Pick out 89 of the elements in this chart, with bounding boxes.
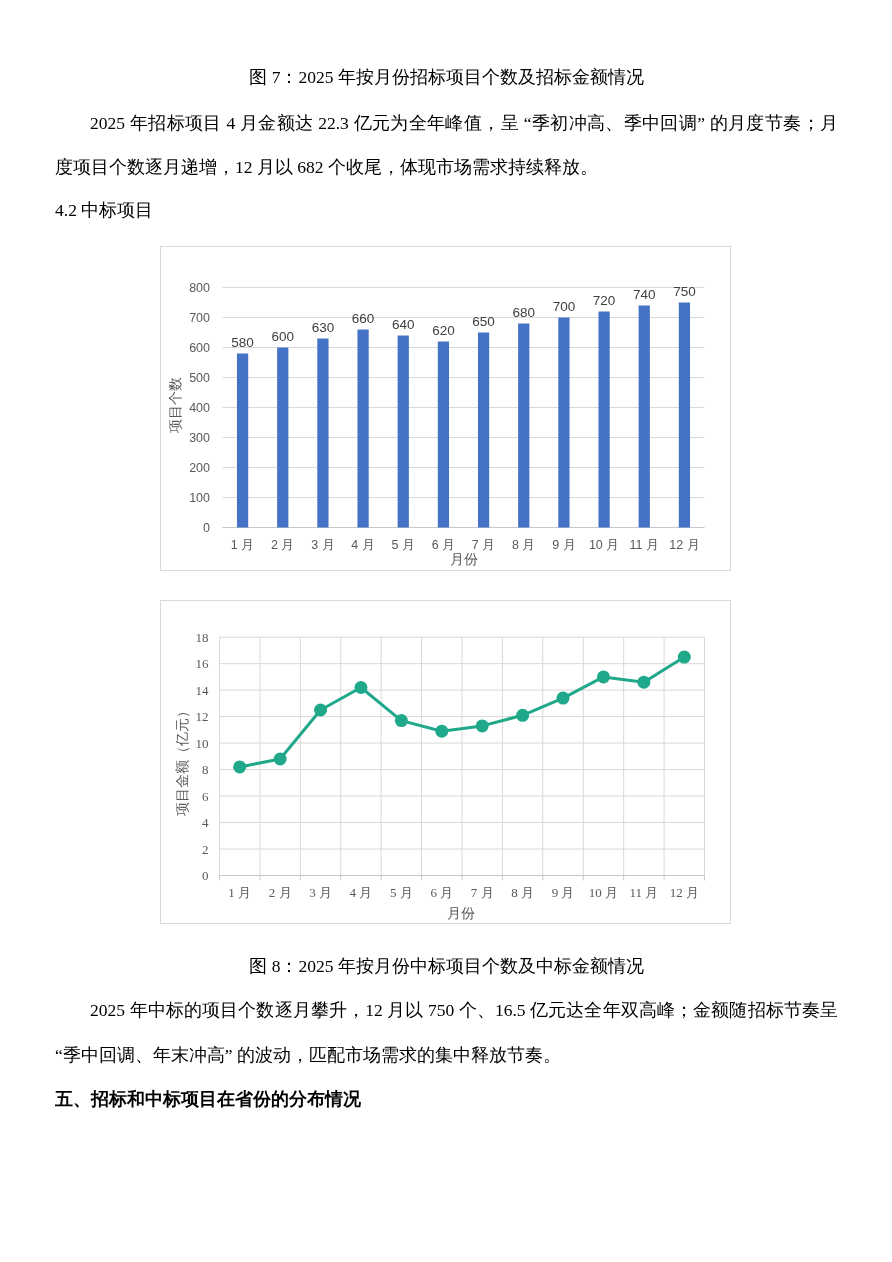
x-tick-label: 1 月 <box>228 884 252 900</box>
y-tick-label: 8 <box>202 762 209 778</box>
bar <box>638 305 650 528</box>
x-tick-label: 6 月 <box>430 884 454 900</box>
data-label: 600 <box>271 328 295 344</box>
x-tick-label: 2 月 <box>268 884 292 900</box>
data-label: 740 <box>632 286 656 302</box>
bar <box>477 332 490 528</box>
x-tick-label: 11 月 <box>629 884 659 900</box>
data-label: 580 <box>231 334 254 350</box>
y-tick-label: 12 <box>195 709 209 725</box>
bar <box>397 335 409 528</box>
x-tick-label: 5 月 <box>390 884 413 900</box>
text: 2025 年中标的项目个数逐月攀升，12 月以 750 个、16.5 亿元达全年双高峰；金额随招标节奏呈 “季中回调、年末冲高” 的波动，匹配市场需求的集中释放节奏。 <box>55 1000 838 1065</box>
bar <box>598 311 610 528</box>
bar <box>678 302 691 528</box>
x-tick-label: 12 月 <box>669 538 700 552</box>
point <box>273 752 287 766</box>
y-tick-label: 700 <box>189 310 211 325</box>
x-tick-label: 10 月 <box>588 538 620 552</box>
data-label: 720 <box>592 292 616 308</box>
bar <box>558 317 570 528</box>
x-tick-label: 3 月 <box>309 884 332 900</box>
x-tick-label: 7 月 <box>470 884 494 900</box>
x-axis-title: 月份 <box>450 551 478 567</box>
y-tick-label: 800 <box>189 280 211 295</box>
x-tick-label: 4 月 <box>349 884 373 900</box>
y-tick-label: 6 <box>202 788 209 804</box>
x-tick-label: 3 月 <box>311 538 335 552</box>
y-tick-label: 200 <box>189 460 211 475</box>
x-tick-label: 9 月 <box>552 538 576 552</box>
y-tick-label: 16 <box>195 656 209 672</box>
bar <box>518 323 530 528</box>
data-label: 630 <box>311 319 335 335</box>
text: 五、招标和中标项目在省份的分布情况 <box>55 1088 362 1111</box>
point <box>516 708 530 722</box>
y-tick-label: 300 <box>189 430 211 445</box>
x-tick-label: 8 月 <box>512 538 536 552</box>
caption: 图 7：2025 年按月份招标项目个数及招标金额情况 <box>248 65 645 89</box>
point <box>314 703 328 717</box>
data-label: 640 <box>391 316 415 332</box>
data-label: 620 <box>432 322 455 338</box>
y-axis-title: 项目金额（亿元） <box>174 704 190 816</box>
x-tick-label: 11 月 <box>629 538 659 552</box>
y-tick-label: 500 <box>189 370 211 385</box>
x-tick-label: 1 月 <box>230 538 255 552</box>
y-tick-label: 10 <box>195 735 209 751</box>
point <box>637 675 651 689</box>
caption: 图 8：2025 年按月份中标项目个数及中标金额情况 <box>248 955 645 978</box>
y-tick-label: 2 <box>202 841 209 857</box>
y-tick-label: 4 <box>202 815 209 831</box>
x-tick-label: 10 月 <box>588 884 619 900</box>
point <box>556 691 570 705</box>
x-tick-label: 6 月 <box>431 538 456 552</box>
text: 4.2 中标项目 <box>55 199 155 222</box>
point <box>435 724 449 738</box>
data-label: 680 <box>512 304 536 320</box>
data-label: 650 <box>472 313 495 329</box>
x-tick-label: 7 月 <box>471 538 496 552</box>
y-axis-title: 项目个数 <box>167 377 183 433</box>
point <box>354 681 368 695</box>
bar <box>437 341 450 528</box>
y-tick-label: 18 <box>195 629 209 645</box>
x-tick-label: 2 月 <box>271 538 295 552</box>
bar <box>357 329 369 528</box>
y-tick-label: 0 <box>202 868 209 883</box>
data-label: 750 <box>673 283 696 299</box>
point <box>677 650 691 664</box>
point <box>233 760 247 774</box>
x-tick-label: 5 月 <box>391 538 415 552</box>
text: 2025 年招标项目 4 月金额达 22.3 亿元为全年峰值，呈 “季初冲高、季中回调” 的月度节奏；月度项目个数逐月递增，12 月以 682 个收尾，体现市场需求持续释放。 <box>55 112 838 177</box>
bar <box>277 347 289 528</box>
point <box>394 714 408 728</box>
x-tick-label: 8 月 <box>511 884 534 900</box>
x-tick-label: 9 月 <box>551 884 575 900</box>
x-tick-label: 12 月 <box>669 884 699 900</box>
y-tick-label: 100 <box>189 490 211 505</box>
data-label: 700 <box>552 298 576 314</box>
y-tick-label: 400 <box>189 400 211 415</box>
x-axis-title: 月份 <box>447 905 475 921</box>
data-label: 660 <box>351 310 375 326</box>
point <box>475 719 489 733</box>
bar <box>317 338 329 528</box>
point <box>596 670 610 684</box>
bar <box>236 353 249 528</box>
y-tick-label: 0 <box>203 520 211 535</box>
y-tick-label: 600 <box>189 340 211 355</box>
y-tick-label: 14 <box>195 682 209 698</box>
x-tick-label: 4 月 <box>351 538 375 552</box>
